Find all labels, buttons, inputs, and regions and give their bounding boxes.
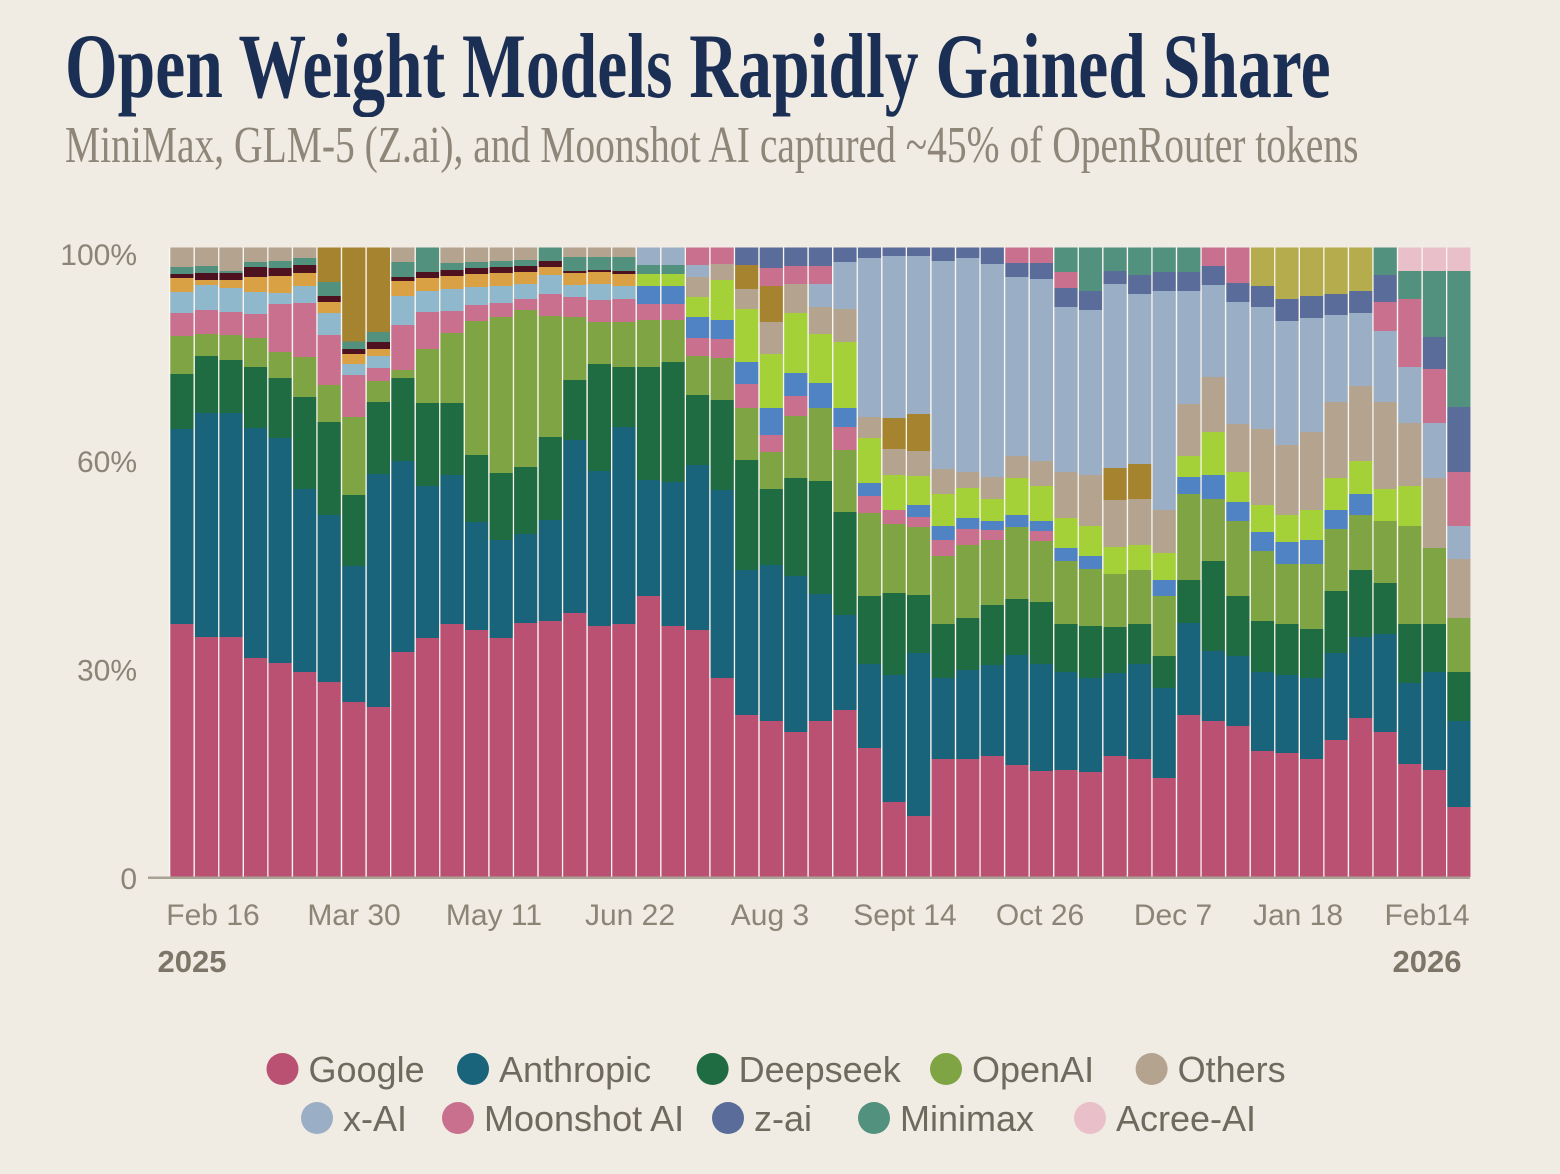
svg-text:May 11: May 11 xyxy=(446,899,542,932)
svg-text:Moonshot AI: Moonshot AI xyxy=(484,1098,684,1139)
svg-text:Mar 30: Mar 30 xyxy=(307,899,400,932)
svg-text:30%: 30% xyxy=(77,655,137,688)
svg-text:Anthropic: Anthropic xyxy=(499,1049,651,1090)
svg-text:Minimax: Minimax xyxy=(900,1098,1034,1139)
svg-text:Oct 26: Oct 26 xyxy=(996,899,1084,932)
svg-text:Jan 18: Jan 18 xyxy=(1253,899,1343,932)
svg-text:Feb14: Feb14 xyxy=(1384,899,1469,932)
svg-text:Aug 3: Aug 3 xyxy=(731,899,809,932)
svg-text:Google: Google xyxy=(309,1049,425,1090)
svg-text:Deepseek: Deepseek xyxy=(739,1049,902,1090)
svg-text:Others: Others xyxy=(1178,1049,1286,1090)
svg-text:2025: 2025 xyxy=(158,944,227,979)
svg-text:Sept 14: Sept 14 xyxy=(853,899,956,932)
svg-text:OpenAI: OpenAI xyxy=(972,1049,1094,1090)
svg-text:Dec 7: Dec 7 xyxy=(1134,899,1212,932)
svg-text:0: 0 xyxy=(120,863,137,896)
svg-text:60%: 60% xyxy=(77,446,137,479)
svg-text:z-ai: z-ai xyxy=(754,1098,812,1139)
svg-text:Acree-AI: Acree-AI xyxy=(1116,1098,1256,1139)
svg-text:Feb 16: Feb 16 xyxy=(166,899,259,932)
svg-text:100%: 100% xyxy=(60,239,137,272)
svg-text:2026: 2026 xyxy=(1393,944,1462,979)
svg-text:Jun 22: Jun 22 xyxy=(585,899,675,932)
svg-text:x-AI: x-AI xyxy=(343,1098,407,1139)
